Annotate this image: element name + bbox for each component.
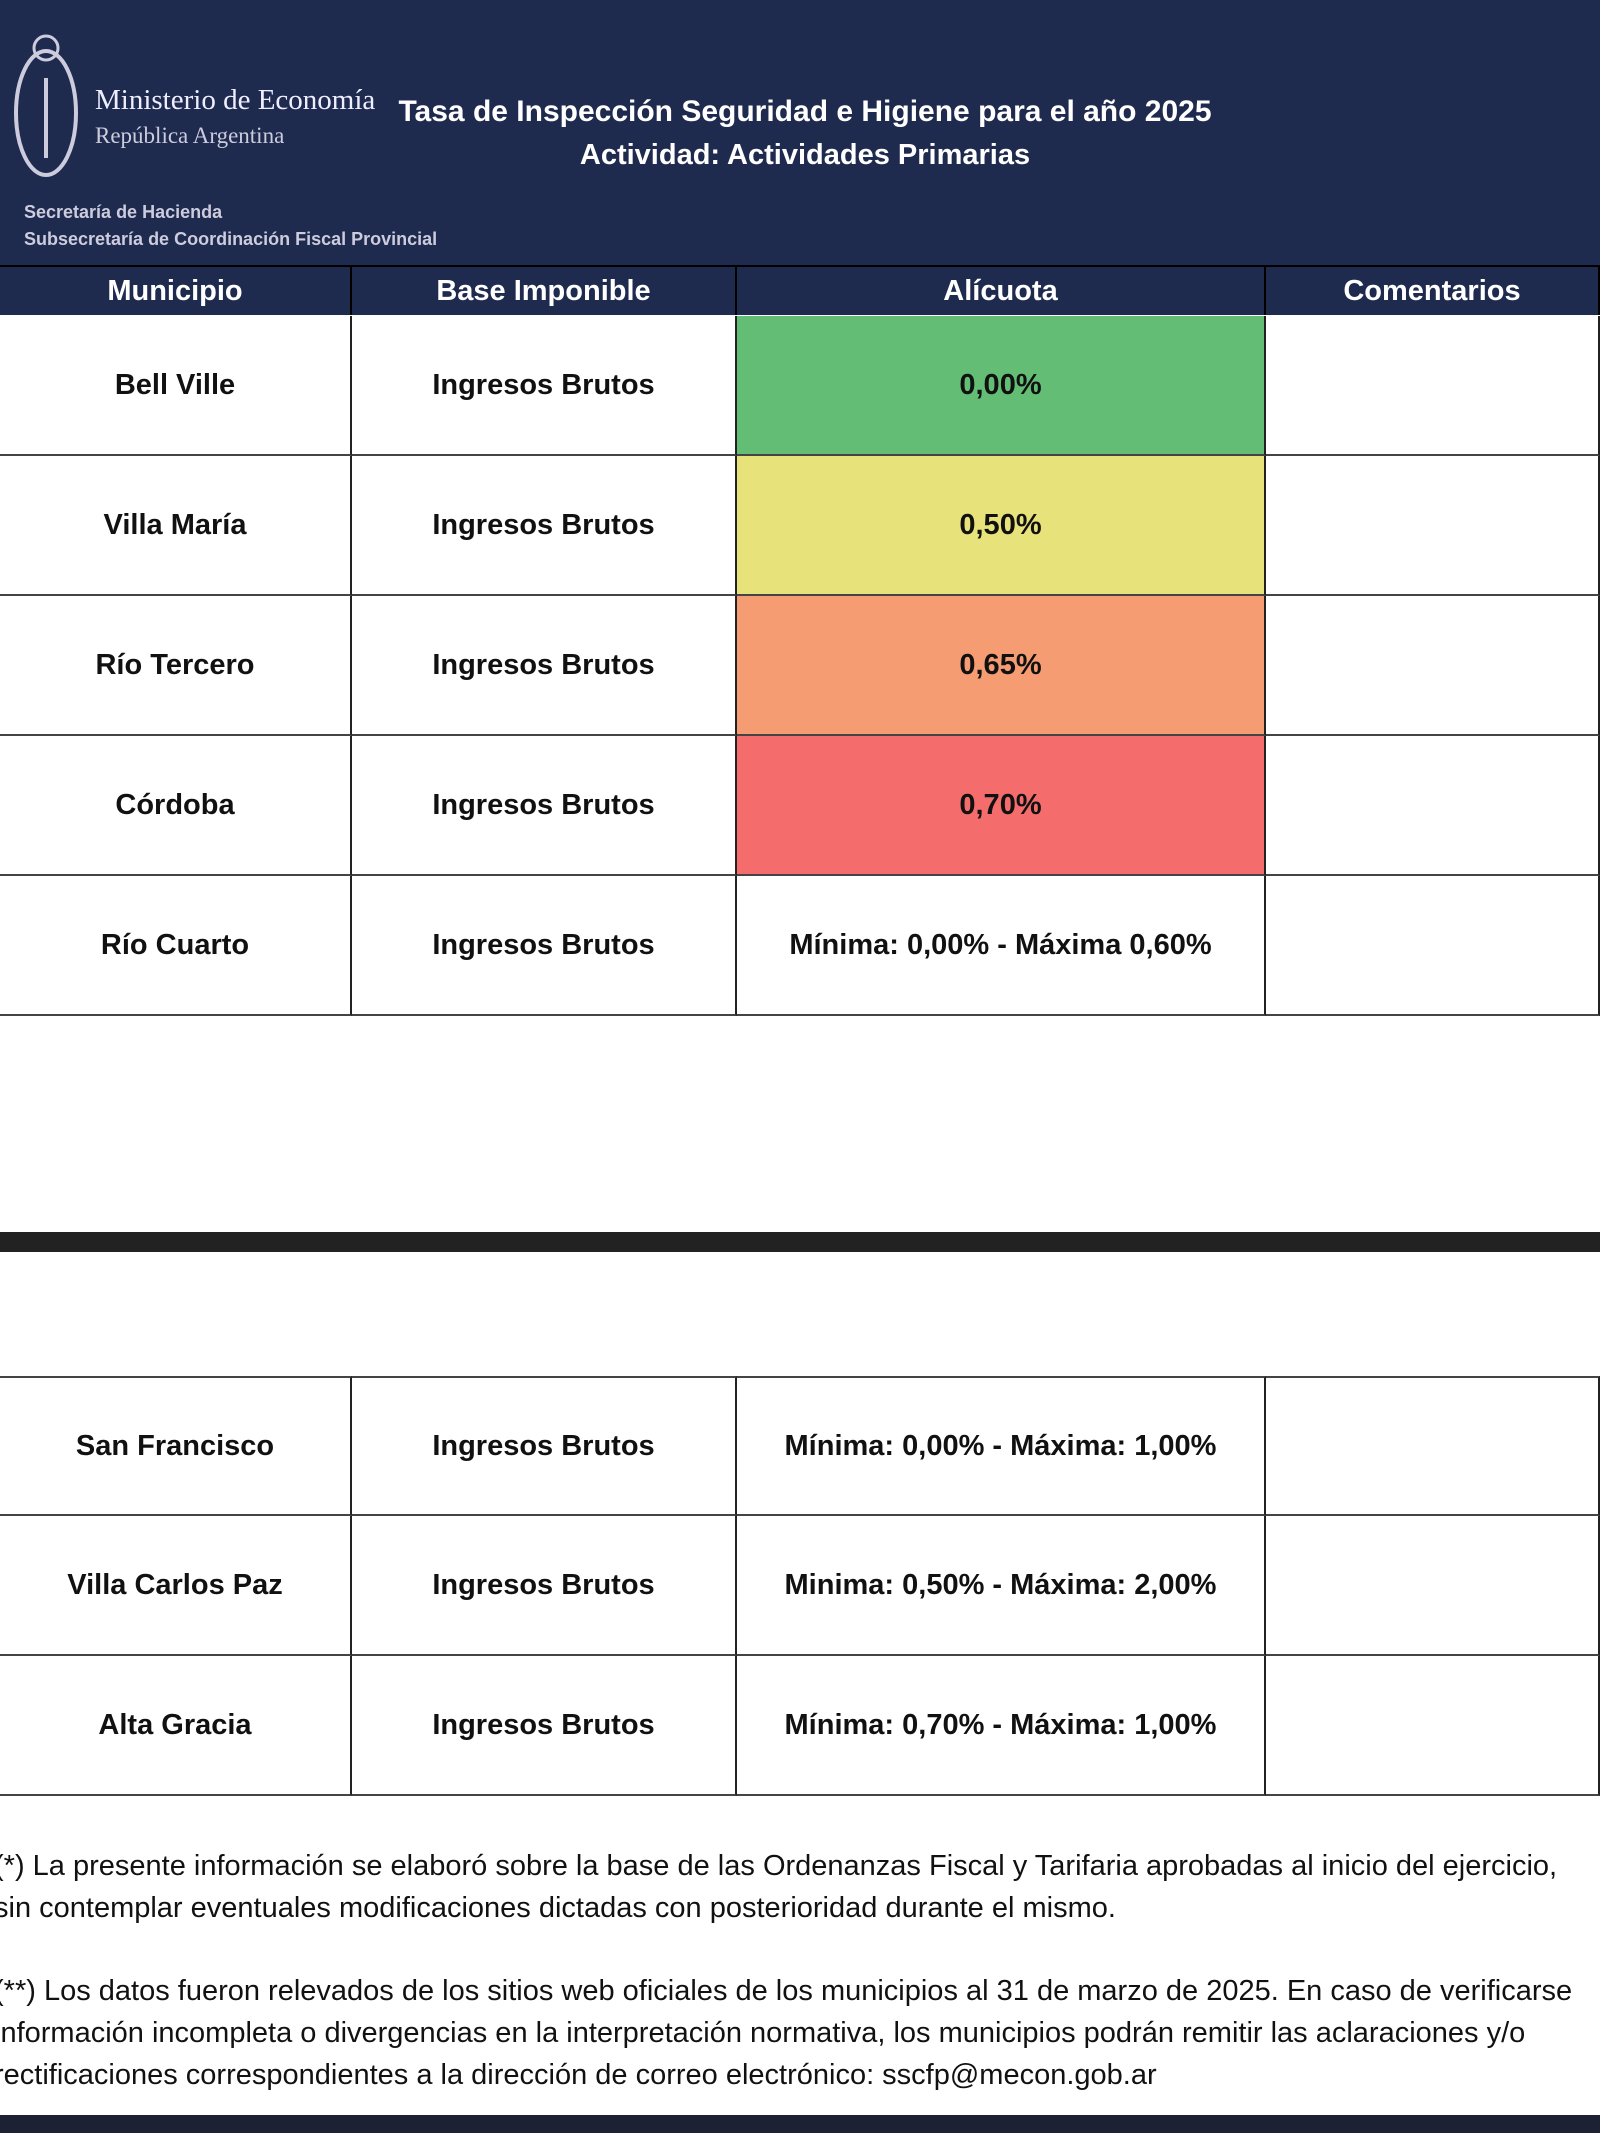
subsecretaria: Subsecretaría de Coordinación Fiscal Pro… bbox=[24, 229, 438, 249]
table-cell: Villa Carlos Paz bbox=[0, 1516, 352, 1656]
subtitle: Actividad: Actividades Primarias bbox=[579, 139, 1031, 171]
table-cell: San Francisco bbox=[0, 1376, 352, 1516]
logo bbox=[14, 34, 78, 177]
comment-cell bbox=[1266, 596, 1600, 736]
title: Tasa de Inspección Seguridad e Higiene p… bbox=[398, 95, 1212, 128]
table-cell: Mínima: 0,70% - Máxima: 1,00% bbox=[737, 1656, 1266, 1796]
table-cell: Villa María bbox=[0, 456, 352, 596]
table-cell: Mínima: 0,00% - Máxima: 1,00% bbox=[737, 1376, 1266, 1516]
comment-cell bbox=[1266, 876, 1600, 1016]
header: Ministerio de Economía República Argenti… bbox=[0, 0, 1600, 265]
table-cell: Mínima: 0,00% - Máxima 0,60% bbox=[737, 876, 1266, 1016]
footnote: (**) Los datos fueron relevados de los s… bbox=[0, 1975, 1573, 2091]
table-cell: Ingresos Brutos bbox=[352, 1376, 737, 1516]
footnote: (*) La presente información se elaboró s… bbox=[0, 1850, 1558, 1924]
comment-cell bbox=[1266, 736, 1600, 876]
table-cell: Bell Ville bbox=[0, 316, 352, 456]
comment-cell bbox=[1266, 1516, 1600, 1656]
country: República Argentina bbox=[95, 123, 285, 148]
table-cell: Ingresos Brutos bbox=[352, 596, 737, 736]
table-cell: Ingresos Brutos bbox=[352, 736, 737, 876]
column-header: Base Imponible bbox=[352, 267, 737, 315]
table-cell: Río Cuarto bbox=[0, 876, 352, 1016]
table-cell: Ingresos Brutos bbox=[352, 1656, 737, 1796]
table-cell: Córdoba bbox=[0, 736, 352, 876]
secretaria: Secretaría de Hacienda bbox=[24, 202, 223, 222]
comment-cell bbox=[1266, 456, 1600, 596]
table-cell: Ingresos Brutos bbox=[352, 316, 737, 456]
table-cell: Río Tercero bbox=[0, 596, 352, 736]
table-cell: 0,65% bbox=[737, 596, 1266, 736]
column-header: Municipio bbox=[0, 267, 352, 315]
column-header: Alícuota bbox=[737, 267, 1266, 315]
table-cell: Ingresos Brutos bbox=[352, 876, 737, 1016]
ministry: Ministerio de Economía bbox=[95, 84, 376, 116]
column-header: Comentarios bbox=[1266, 267, 1600, 315]
comment-cell bbox=[1266, 1376, 1600, 1516]
table-cell: Alta Gracia bbox=[0, 1656, 352, 1796]
comment-cell bbox=[1266, 1656, 1600, 1796]
bottom-bar bbox=[0, 2115, 1600, 2133]
divider bbox=[0, 1232, 1600, 1252]
table-cell: Minima: 0,50% - Máxima: 2,00% bbox=[737, 1516, 1266, 1656]
table-cell: 0,50% bbox=[737, 456, 1266, 596]
table-cell: 0,70% bbox=[737, 736, 1266, 876]
table-cell: 0,00% bbox=[737, 316, 1266, 456]
rule bbox=[0, 265, 1600, 268]
table-cell: Ingresos Brutos bbox=[352, 1516, 737, 1656]
comment-cell bbox=[1266, 316, 1600, 456]
table-cell: Ingresos Brutos bbox=[352, 456, 737, 596]
